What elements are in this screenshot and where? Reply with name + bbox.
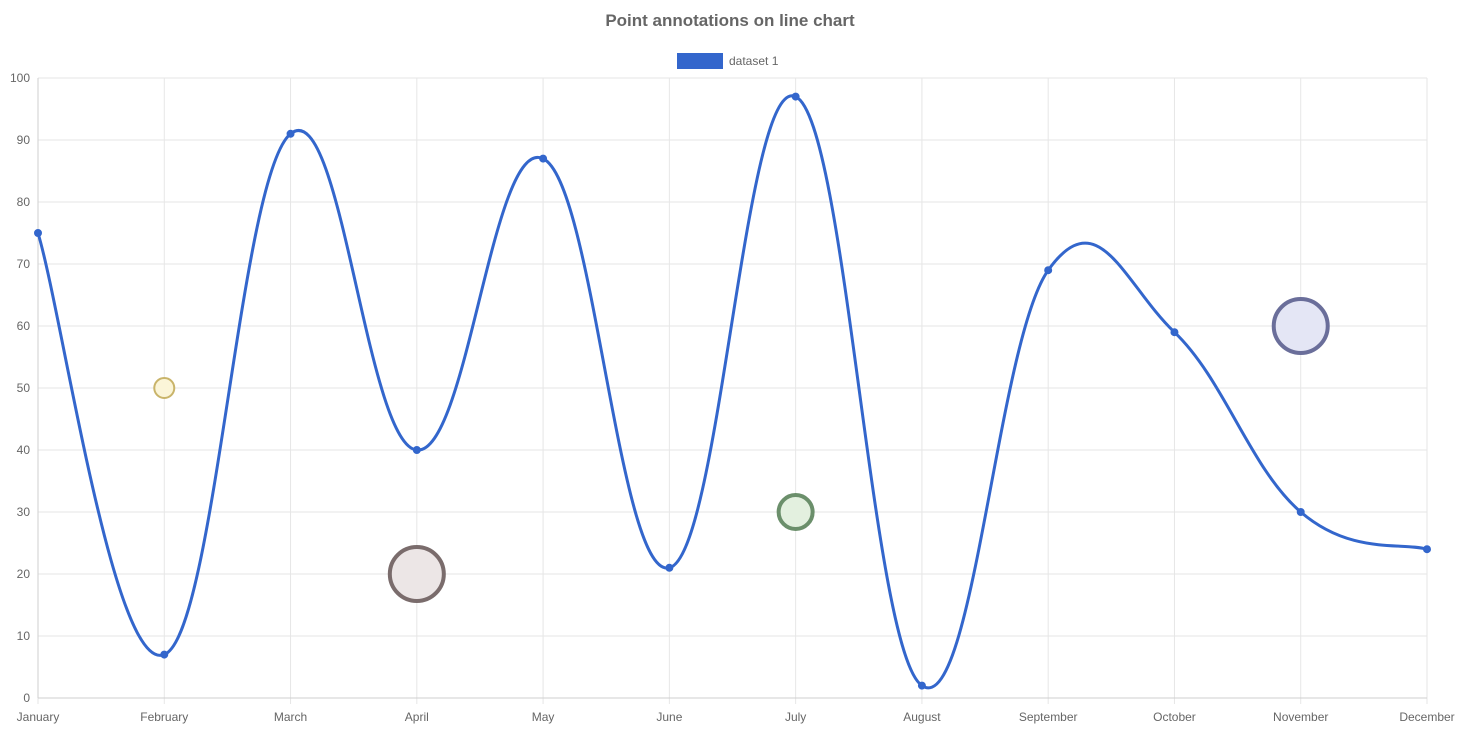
x-tick-label: June (656, 710, 682, 724)
data-point[interactable] (1423, 545, 1431, 554)
y-tick-label: 30 (17, 505, 31, 519)
y-tick-label: 60 (17, 319, 31, 333)
data-point[interactable] (34, 229, 42, 237)
y-tick-label: 70 (17, 257, 31, 271)
x-tick-label: December (1399, 710, 1454, 724)
y-tick-label: 20 (17, 567, 31, 581)
y-tick-label: 90 (17, 133, 31, 147)
x-tick-label: March (274, 710, 307, 724)
legend-swatch-dataset-1 (677, 53, 723, 69)
x-tick-label: October (1153, 710, 1196, 724)
chart-title: Point annotations on line chart (605, 11, 855, 30)
y-tick-label: 50 (17, 381, 31, 395)
y-tick-label: 0 (23, 691, 30, 705)
data-point[interactable] (1044, 266, 1053, 275)
series-dataset-1 (34, 92, 1431, 690)
data-point[interactable] (286, 129, 295, 138)
x-tick-label: February (140, 710, 188, 724)
x-tick-label: November (1273, 710, 1328, 724)
data-point[interactable] (791, 92, 800, 101)
data-point[interactable] (539, 154, 548, 163)
y-tick-label: 100 (10, 71, 30, 85)
axes: 0 10 20 30 40 50 60 70 80 90 100 January February Mar… (10, 71, 1455, 724)
legend[interactable]: dataset 1 (677, 53, 779, 69)
point-annotations (153, 297, 1330, 603)
y-tick-label: 80 (17, 195, 31, 209)
y-tick-label: 10 (17, 629, 31, 643)
x-tick-label: July (785, 710, 806, 724)
data-point[interactable] (917, 681, 926, 690)
x-tick-label: April (405, 710, 429, 724)
data-point[interactable] (412, 446, 421, 454)
x-tick-label: August (903, 710, 941, 724)
point-annotation (153, 377, 176, 399)
x-tick-label: September (1019, 710, 1078, 724)
point-annotation (776, 493, 815, 531)
point-annotation (1271, 297, 1330, 355)
legend-label-dataset-1: dataset 1 (729, 54, 779, 68)
data-point[interactable] (160, 650, 169, 659)
y-tick-label: 40 (17, 443, 31, 457)
data-point[interactable] (1296, 508, 1305, 516)
data-point[interactable] (665, 563, 674, 572)
data-point[interactable] (1170, 328, 1179, 337)
x-tick-label: May (532, 710, 555, 724)
series-line-dataset-1 (36, 94, 1428, 690)
point-annotation (387, 545, 446, 603)
x-tick-label: January (17, 710, 60, 724)
